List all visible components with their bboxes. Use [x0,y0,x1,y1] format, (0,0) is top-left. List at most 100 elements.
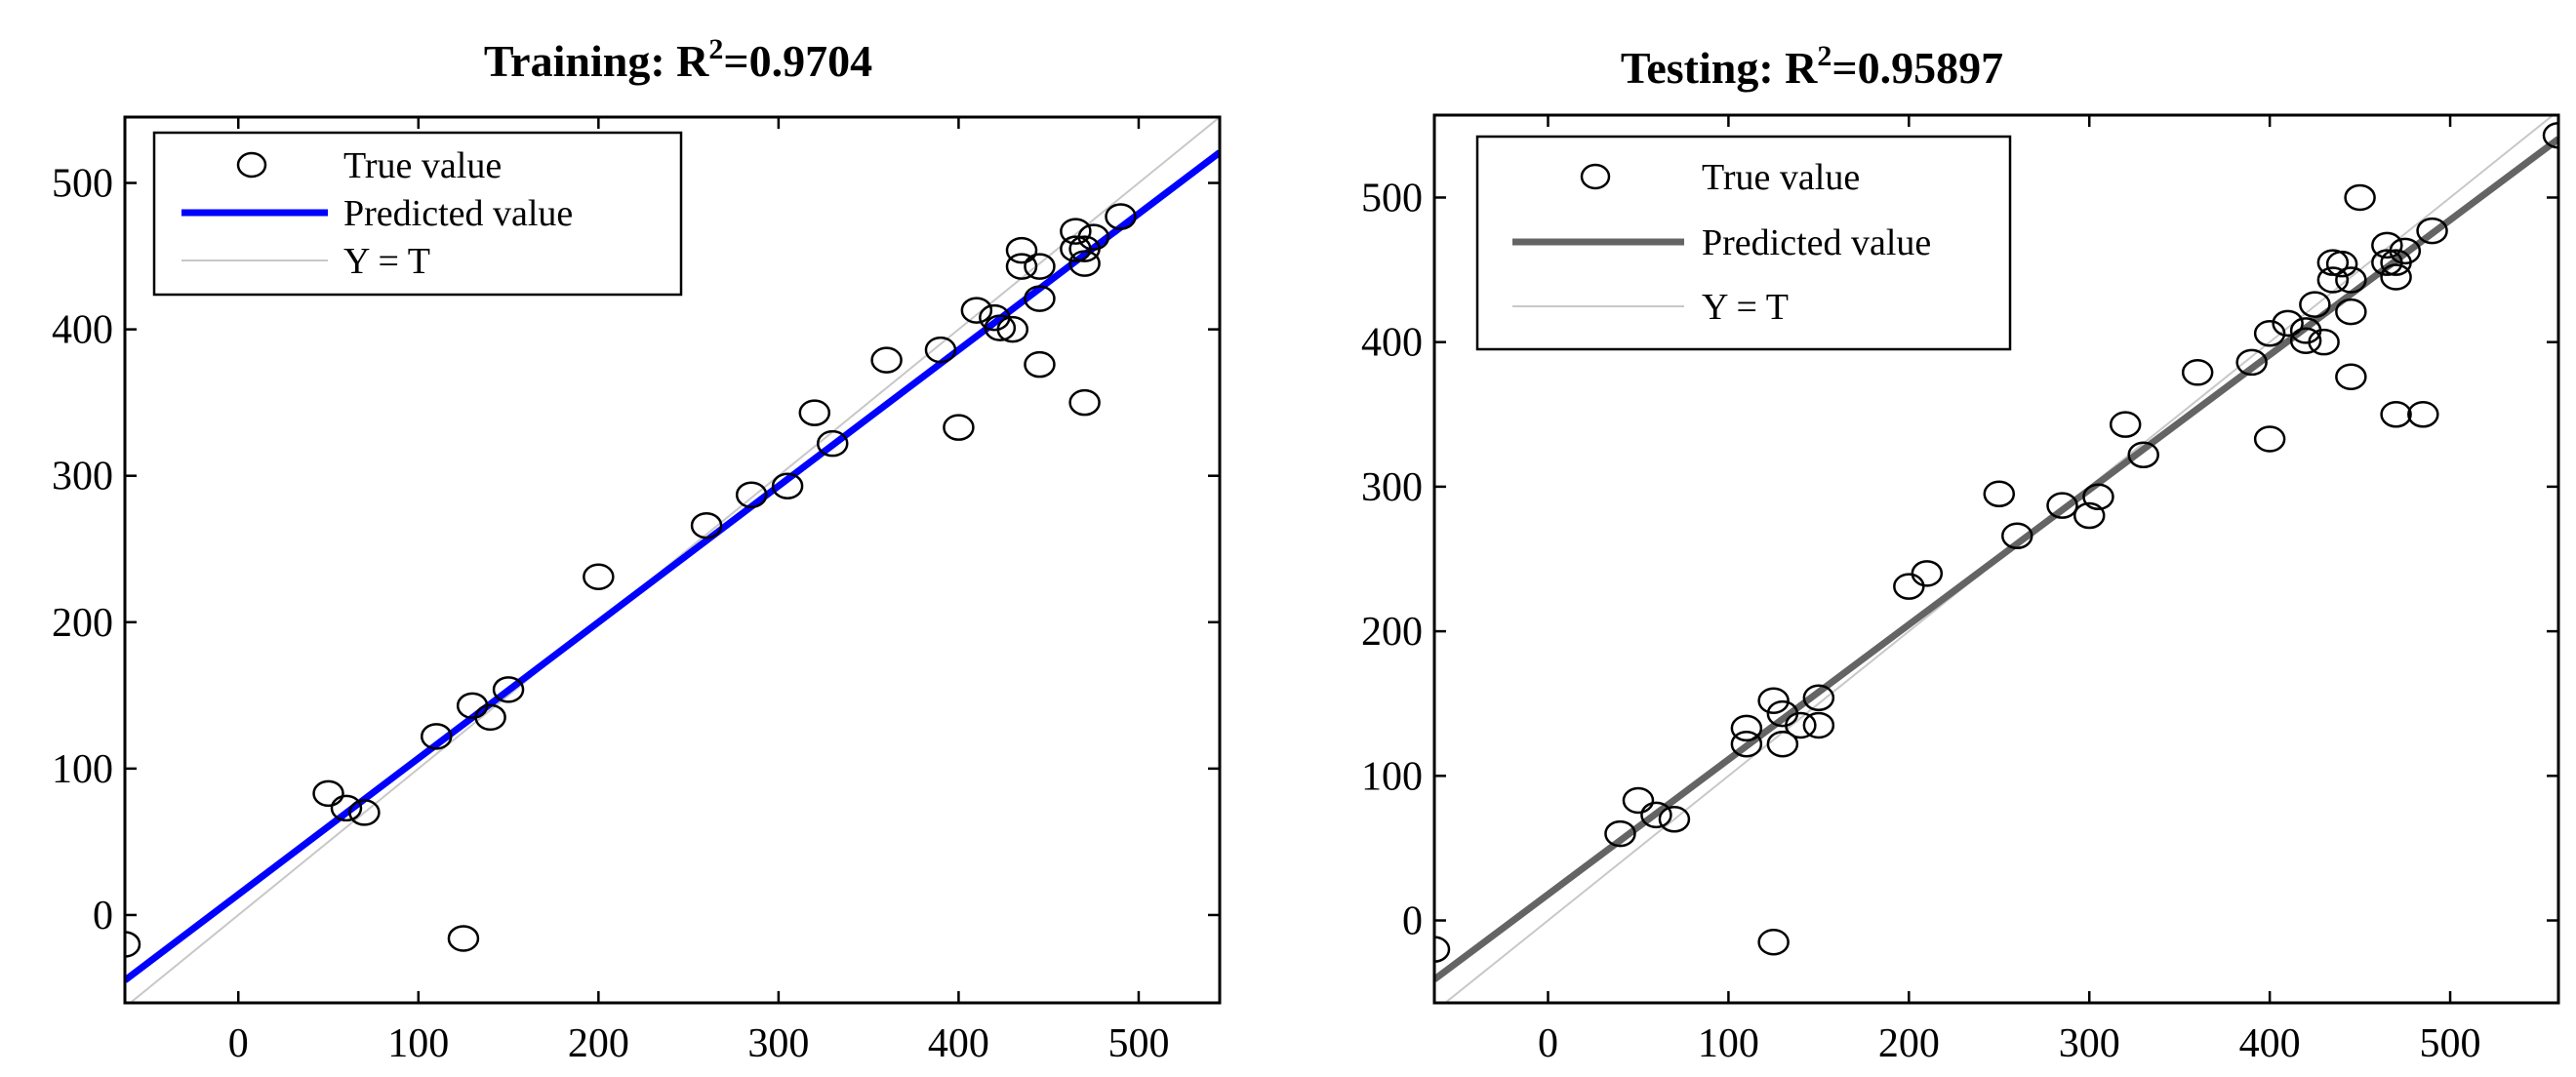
testing-data-point [1604,819,1636,848]
training-data-point [312,779,344,808]
training-data-point [1068,388,1101,417]
testing-data-point [2127,441,2159,469]
training-axes-box [123,115,1222,1005]
training-legend-y-equals-t: Y = T [343,241,430,282]
testing-y-tick-label: 300 [1361,465,1423,510]
testing-x-tick-label: 500 [2420,1021,2481,1066]
testing-data-point [2253,320,2286,347]
testing-y-tick-label: 500 [1361,176,1423,220]
training-data-point [330,794,363,822]
training-x-tick-label: 200 [568,1021,629,1066]
training-data-point [1024,285,1056,312]
training-data-point [447,925,480,952]
testing-data-point [2001,522,2033,550]
testing-x-tick-label: 0 [1538,1021,1558,1066]
testing-predicted-line [1434,136,2558,982]
testing-data-point [2371,231,2403,259]
training-data-point [1005,236,1038,264]
testing-data-point [2289,327,2322,354]
testing-data-point [2109,411,2142,438]
testing-y-tick-label: 0 [1402,899,1423,944]
testing-data-point [1757,929,1790,956]
training-y-tick-label: 100 [52,747,113,792]
testing-data-point [1802,711,1835,739]
testing-data-point [2380,263,2412,291]
training-data-point [474,703,506,732]
testing-data-point [1622,786,1655,815]
training-data-point [583,563,615,591]
testing-data-point [2073,501,2106,530]
training-ticks: 0 100 200 300 400 500 0 100 200 300 400 500 [52,117,1220,1066]
training-data-point [943,414,975,441]
training-data-point [1024,253,1056,280]
testing-data-point [1766,730,1799,758]
testing-data-point [2253,425,2286,453]
training-panel: Training: R2=0.9704 0 100 200 300 400 500 0 100… [52,33,1222,1066]
training-data-point [996,315,1029,343]
testing-data-point [1757,687,1790,714]
training-legend-predicted-value: Predicted value [343,193,573,234]
training-plot-area [125,117,1220,1003]
training-y-tick-label: 0 [93,894,113,938]
testing-data-point [2335,298,2367,326]
testing-chart-title: Testing: R2=0.95897 [1621,40,2003,93]
training-data-point [348,799,381,826]
testing-data-point [2335,266,2367,294]
training-legend-true-value: True value [343,145,502,186]
testing-data-point [1658,806,1691,833]
training-data-point [924,336,957,364]
training-legend: True value Predicted value Y = T [152,131,683,297]
training-data-point [984,314,1017,341]
testing-data-point [2299,291,2331,318]
training-x-tick-label: 0 [228,1021,249,1066]
testing-data-point [1434,936,1451,963]
testing-x-tick-label: 200 [1878,1021,1940,1066]
testing-data-point [2308,328,2340,356]
testing-data-point [2272,309,2304,338]
testing-y-tick-label: 400 [1361,321,1423,366]
testing-data-point [1983,480,2016,508]
testing-data-point [2325,250,2358,278]
training-data-point [1060,218,1092,245]
testing-data-point [2389,237,2422,265]
training-x-tick-label: 500 [1107,1021,1169,1066]
testing-ticks: 0 100 200 300 400 500 0 100 200 300 400 500 [1361,115,2558,1066]
training-y-tick-label: 500 [52,162,113,207]
training-x-tick-label: 300 [747,1021,809,1066]
testing-x-tick-label: 300 [2059,1021,2120,1066]
testing-data-point [1911,560,1944,587]
testing-data-point [1802,684,1835,712]
testing-data-point [2380,401,2412,428]
testing-data-point [1730,714,1763,742]
training-data-point [1024,350,1056,379]
training-y-tick-label: 300 [52,455,113,499]
training-data-point [1005,253,1038,280]
training-chart-title: Training: R2=0.9704 [484,33,872,86]
testing-data-point [2344,183,2376,212]
testing-data-point [2181,359,2214,386]
testing-panel: Testing: R2=0.95897 0 100 200 300 400 500 0 100… [1361,40,2560,1066]
training-data-point [960,297,993,324]
testing-data-point [2235,348,2268,377]
training-data-point [735,481,768,508]
training-data-point [1105,203,1137,230]
training-data-point [125,931,141,958]
training-data-point [1068,250,1101,277]
training-data-point [421,723,453,750]
training-data-point [798,399,831,426]
testing-data-point [2335,363,2367,391]
training-y-tick-label: 400 [52,308,113,353]
testing-data-point [2407,401,2439,428]
training-legend-marker-icon [236,151,267,179]
testing-legend-predicted-value: Predicted value [1702,222,1931,263]
testing-data-point [2082,483,2114,511]
testing-data-point [1785,711,1817,739]
testing-axes-box [1432,113,2560,1005]
testing-data-point [2046,492,2078,519]
testing-legend-marker-icon [1580,163,1611,190]
training-data-point [690,511,723,539]
training-x-tick-label: 100 [387,1021,449,1066]
testing-data-point [1893,573,1925,600]
testing-data-point [1730,730,1763,758]
